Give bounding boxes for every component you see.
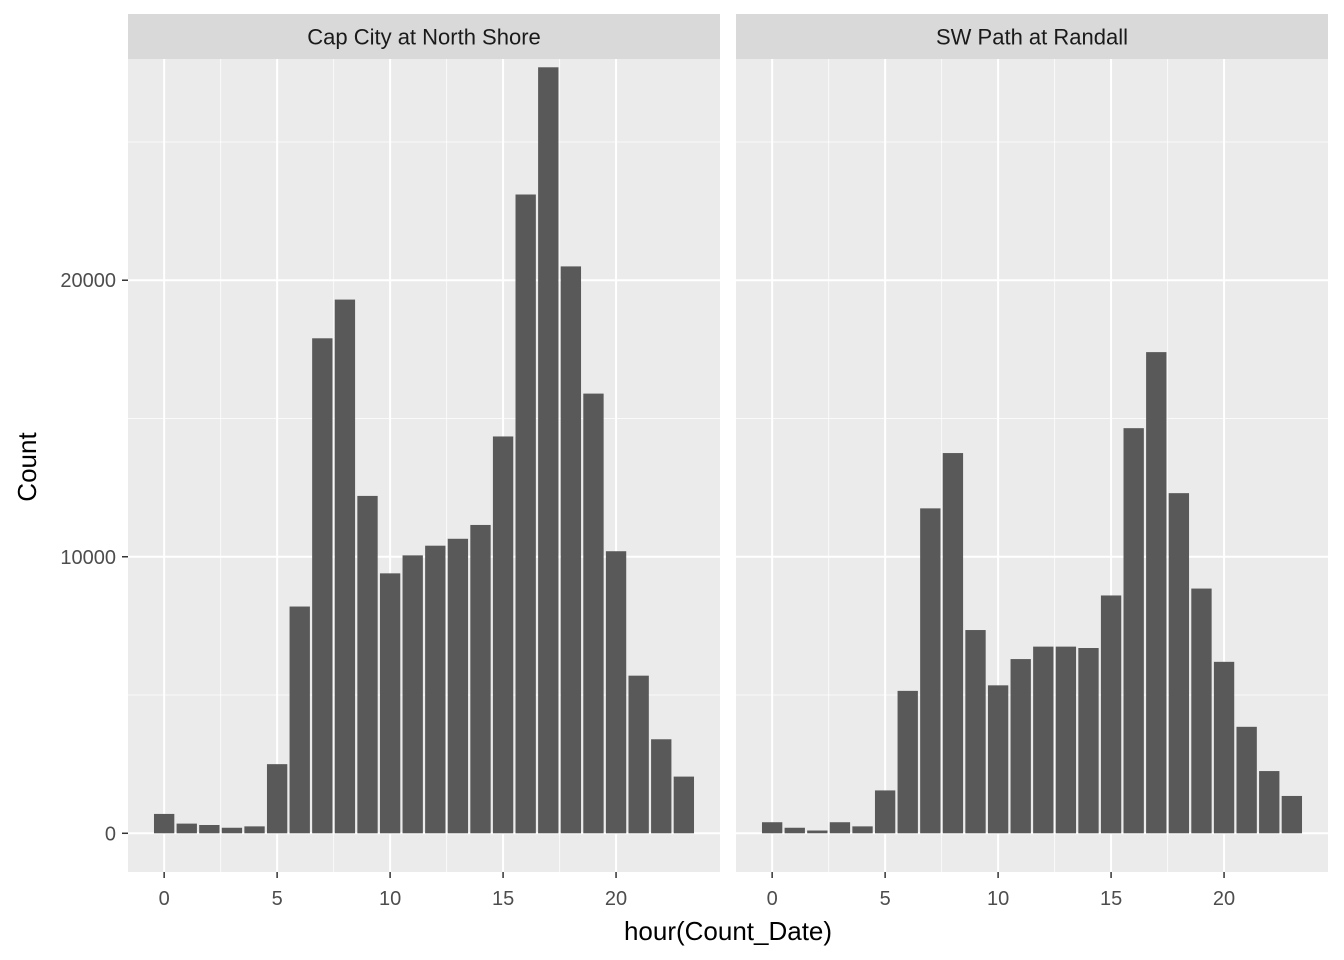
bar [942, 453, 964, 834]
bar [1055, 646, 1077, 834]
bar [1259, 771, 1280, 834]
bar [965, 630, 986, 834]
bar [1123, 428, 1144, 834]
bar [628, 675, 649, 834]
y-axis-title: Count [12, 432, 42, 502]
bar [289, 606, 310, 834]
bar [987, 685, 1009, 834]
bar [221, 827, 243, 834]
bar [829, 822, 851, 834]
x-tick-label: 20 [1213, 888, 1235, 910]
facet-strip-title: Cap City at North Shore [307, 25, 541, 50]
panel-1: Cap City at North Shore 0 5 10 15 20 0 10000 200… [60, 14, 720, 910]
bar [1033, 646, 1054, 834]
bar [244, 826, 265, 834]
bar [1191, 588, 1212, 834]
bar [515, 194, 536, 834]
facet-strip-title: SW Path at Randall [936, 25, 1128, 50]
panel-2: SW Path at Randall 0 5 10 15 20 [736, 14, 1328, 910]
y-tick-label: 0 [105, 823, 116, 845]
y-tick-label: 20000 [60, 270, 116, 292]
facet-strip [736, 14, 1328, 59]
bar [673, 776, 695, 834]
x-tick-label: 0 [159, 888, 170, 910]
bar [447, 538, 469, 834]
bar [1010, 659, 1031, 834]
bar [425, 545, 446, 834]
bar [199, 824, 220, 834]
x-tick-label: 0 [767, 888, 778, 910]
bar [492, 436, 514, 834]
bar [402, 555, 423, 834]
bar [605, 551, 627, 834]
x-tick-label: 15 [1100, 888, 1122, 910]
bar [761, 822, 783, 834]
bar [334, 299, 356, 834]
bar [153, 813, 175, 834]
bar [852, 826, 873, 834]
bar [784, 827, 805, 834]
bar [357, 495, 378, 834]
x-tick-label: 5 [880, 888, 891, 910]
x-tick-label: 10 [379, 888, 401, 910]
x-tick-label: 15 [492, 888, 514, 910]
facet-strip [128, 14, 720, 59]
bar [1236, 726, 1257, 834]
bar [807, 830, 828, 834]
y-tick-label: 10000 [60, 547, 116, 569]
x-axis-title: hour(Count_Date) [624, 916, 832, 946]
x-tick-label: 5 [272, 888, 283, 910]
bar [266, 764, 288, 834]
x-tick-label: 20 [605, 888, 627, 910]
bar [470, 524, 491, 834]
bar [1213, 661, 1235, 834]
bar [1146, 352, 1167, 834]
bar [651, 739, 672, 834]
bar [897, 690, 918, 834]
bar [1078, 648, 1099, 834]
bar [583, 393, 604, 834]
bar [379, 573, 401, 834]
bar [874, 790, 896, 834]
bar [1281, 795, 1303, 834]
bar [1168, 493, 1190, 834]
bar [920, 508, 941, 834]
bar [1100, 595, 1122, 834]
x-tick-label: 10 [987, 888, 1009, 910]
bar [312, 338, 333, 834]
bar [176, 823, 197, 834]
bar [538, 67, 559, 834]
bar [560, 266, 582, 834]
